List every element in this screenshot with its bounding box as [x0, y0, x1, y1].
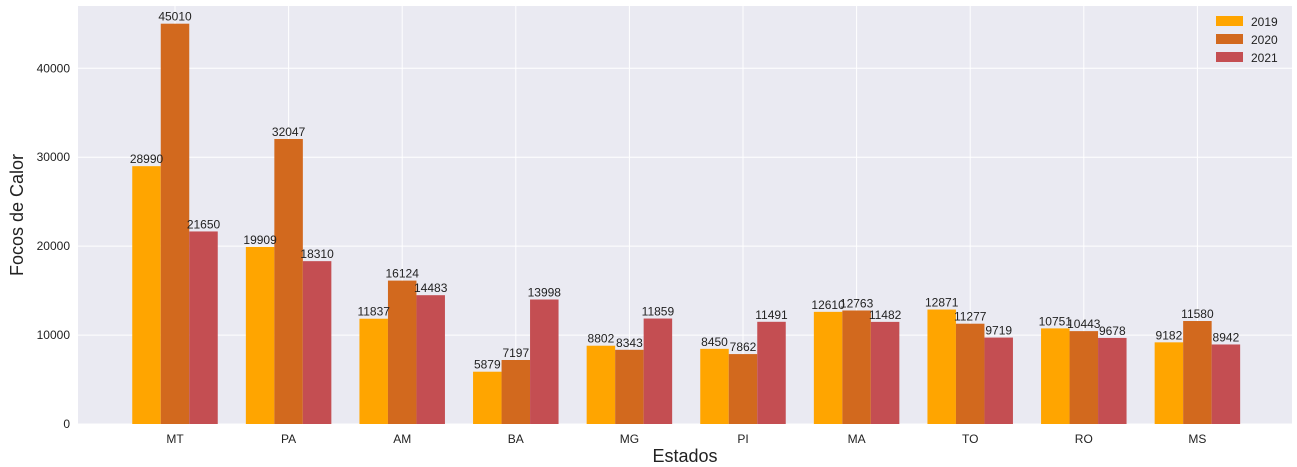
bar-2021-PI — [757, 321, 786, 424]
bar-value-label: 8942 — [1213, 330, 1240, 344]
bar-2019-MT — [132, 166, 161, 424]
y-tick-label: 20000 — [37, 239, 71, 253]
x-tick-label: AM — [393, 432, 411, 446]
x-tick-label: PA — [281, 432, 296, 446]
bar-2020-AM — [387, 280, 417, 424]
legend-label: 2020 — [1251, 33, 1278, 47]
bar-2019-PI — [700, 348, 729, 424]
bar-value-label: 18310 — [300, 247, 334, 261]
bars — [132, 23, 1241, 424]
bar-value-label: 28990 — [130, 152, 164, 166]
bar-2021-RO — [1098, 337, 1127, 424]
x-tick-label: PI — [737, 432, 748, 446]
legend-swatch — [1216, 16, 1243, 26]
bar-value-label: 19909 — [243, 233, 277, 247]
bar-2020-MS — [1183, 321, 1212, 424]
bar-2019-MG — [586, 345, 616, 424]
bar-2021-MA — [870, 321, 900, 424]
bar-2021-MT — [189, 231, 218, 424]
bar-value-label: 16124 — [386, 267, 420, 281]
bar-2019-BA — [473, 371, 502, 424]
legend-label: 2021 — [1251, 51, 1278, 65]
bar-value-label: 5879 — [474, 358, 501, 372]
bar-2021-PA — [302, 261, 332, 424]
bar-value-label: 10443 — [1067, 317, 1101, 331]
bar-value-label: 10751 — [1039, 314, 1073, 328]
bar-2021-AM — [416, 295, 445, 424]
bar-value-label: 7862 — [730, 340, 757, 354]
bar-2020-MG — [615, 349, 644, 424]
bar-2019-AM — [359, 318, 388, 424]
bar-2021-TO — [984, 337, 1013, 424]
x-axis-ticks: MT PA AM BA MG PI MA TO RO MS — [166, 432, 1206, 446]
bar-2020-BA — [501, 359, 531, 424]
legend: 2019 2020 2021 — [1216, 15, 1278, 65]
bar-2020-RO — [1069, 331, 1099, 424]
bar-value-label: 11859 — [642, 305, 675, 319]
bar-value-label: 11491 — [755, 308, 788, 322]
y-tick-label: 30000 — [37, 150, 71, 164]
bar-2021-MG — [643, 318, 673, 424]
bar-2020-MT — [160, 23, 190, 424]
bar-value-label: 8450 — [701, 335, 728, 349]
bar-value-label: 11277 — [954, 310, 987, 324]
bar-2019-TO — [927, 309, 956, 424]
bar-value-label: 12871 — [925, 296, 959, 310]
bar-value-label: 11837 — [357, 305, 390, 319]
y-tick-label: 0 — [63, 417, 70, 431]
bar-value-label: 21650 — [187, 217, 221, 231]
x-tick-label: RO — [1075, 432, 1093, 446]
x-tick-label: MS — [1188, 432, 1206, 446]
bar-value-label: 8802 — [588, 332, 615, 346]
bar-value-label: 8343 — [616, 336, 643, 350]
bar-labels: 28990 19909 11837 5879 8802 8450 12610 12871 107… — [130, 10, 1240, 372]
bar-value-label: 9678 — [1099, 324, 1126, 338]
x-tick-label: MA — [848, 432, 866, 446]
bar-2019-PA — [245, 246, 275, 424]
x-tick-label: TO — [962, 432, 978, 446]
bar-value-label: 9719 — [985, 324, 1012, 338]
bar-2019-MA — [813, 311, 843, 424]
bar-value-label: 7197 — [502, 346, 529, 360]
bar-value-label: 11580 — [1181, 307, 1214, 321]
bar-2021-BA — [530, 299, 559, 424]
bar-2019-RO — [1041, 328, 1070, 424]
bar-2019-MS — [1154, 342, 1184, 424]
bar-value-label: 9182 — [1156, 328, 1183, 342]
legend-label: 2019 — [1251, 15, 1278, 29]
bar-2020-PA — [274, 138, 303, 424]
y-tick-label: 10000 — [37, 328, 71, 342]
x-axis-label: Estados — [652, 446, 717, 466]
bar-value-label: 12610 — [811, 298, 845, 312]
bar-value-label: 12763 — [840, 296, 874, 310]
bar-value-label: 45010 — [158, 10, 192, 24]
y-tick-label: 40000 — [37, 61, 71, 75]
bar-value-label: 13998 — [528, 286, 562, 300]
bar-value-label: 32047 — [272, 125, 306, 139]
legend-swatch — [1216, 52, 1243, 62]
bar-value-label: 11482 — [869, 308, 902, 322]
x-tick-label: BA — [508, 432, 524, 446]
y-axis-ticks: 0 10000 20000 30000 40000 — [37, 61, 71, 431]
legend-swatch — [1216, 34, 1243, 44]
y-axis-label: Focos de Calor — [7, 154, 27, 276]
bar-2021-MS — [1211, 344, 1241, 424]
bar-2020-MA — [842, 310, 871, 424]
bar-2020-TO — [955, 323, 985, 424]
x-tick-label: MT — [166, 432, 184, 446]
x-tick-label: MG — [620, 432, 639, 446]
bar-2020-PI — [728, 354, 758, 424]
bar-value-label: 14483 — [414, 281, 448, 295]
